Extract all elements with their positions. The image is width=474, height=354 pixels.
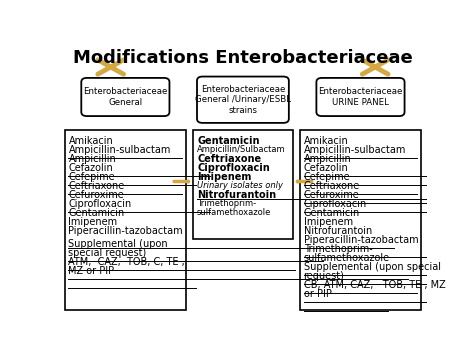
Text: Modifications Enterobacteriaceae: Modifications Enterobacteriaceae — [73, 49, 413, 67]
Text: Urinary isolates only: Urinary isolates only — [197, 181, 283, 190]
Bar — [65, 130, 186, 310]
Text: Enterobacteriaceae
URINE PANEL: Enterobacteriaceae URINE PANEL — [318, 87, 403, 107]
Text: Supplemental (upon special: Supplemental (upon special — [303, 262, 440, 272]
Text: Cefazolin: Cefazolin — [68, 163, 113, 173]
Text: Imipenem: Imipenem — [68, 217, 118, 227]
Bar — [193, 130, 292, 239]
Text: Amikacin: Amikacin — [303, 136, 348, 146]
Text: Nitrofurantoin: Nitrofurantoin — [303, 225, 372, 236]
Text: Trimethoprim-: Trimethoprim- — [303, 244, 372, 254]
Text: or PIP: or PIP — [303, 289, 331, 299]
Text: Trimethoprim-: Trimethoprim- — [197, 199, 256, 208]
FancyBboxPatch shape — [197, 76, 289, 123]
Text: Imipenem: Imipenem — [303, 217, 353, 227]
Text: Gentamicin: Gentamicin — [68, 208, 125, 218]
Text: request): request) — [303, 270, 345, 281]
Text: Ampicillin: Ampicillin — [303, 154, 351, 164]
Text: Cefazolin: Cefazolin — [303, 163, 348, 173]
Text: sulfamethoxazole: sulfamethoxazole — [197, 208, 272, 217]
Text: Ceftriaxone: Ceftriaxone — [68, 181, 125, 191]
Text: Ciprofloxacin: Ciprofloxacin — [303, 199, 367, 209]
Text: Enterobacteriaceae
General: Enterobacteriaceae General — [83, 87, 168, 107]
Text: MZ or PIP: MZ or PIP — [68, 266, 115, 276]
Text: Ampicillin-sulbactam: Ampicillin-sulbactam — [68, 145, 171, 155]
Text: Piperacillin-tazobactam: Piperacillin-tazobactam — [68, 225, 183, 236]
Text: special request): special request) — [68, 248, 146, 258]
Text: Ampicillin/Sulbactam: Ampicillin/Sulbactam — [197, 145, 286, 154]
Text: Cefuroxime: Cefuroxime — [303, 190, 359, 200]
Text: Piperacillin-tazobactam: Piperacillin-tazobactam — [303, 235, 418, 245]
Text: sulfamethoxazole: sulfamethoxazole — [303, 253, 390, 263]
Text: Nitrofurantoin: Nitrofurantoin — [197, 190, 276, 200]
Text: CB, ATM, CAZ,   TOB, TE , MZ: CB, ATM, CAZ, TOB, TE , MZ — [303, 280, 445, 290]
FancyBboxPatch shape — [316, 78, 405, 116]
Text: Gentamicin: Gentamicin — [303, 208, 360, 218]
Text: ATM,  CAZ,  TOB, C, TE ,: ATM, CAZ, TOB, C, TE , — [68, 257, 185, 267]
Text: Cefepime: Cefepime — [303, 172, 350, 182]
Text: Enterobacteriaceae
General /Urinary/ESBL
strains: Enterobacteriaceae General /Urinary/ESBL… — [195, 85, 291, 115]
Text: Gentamicin: Gentamicin — [197, 136, 259, 146]
Text: Ampicillin: Ampicillin — [68, 154, 116, 164]
Text: Imipenem: Imipenem — [197, 172, 251, 182]
Text: Cefepime: Cefepime — [68, 172, 115, 182]
Text: Ampicillin-sulbactam: Ampicillin-sulbactam — [303, 145, 406, 155]
Text: Ciprofloxacin: Ciprofloxacin — [68, 199, 132, 209]
Text: Ceftriaxone: Ceftriaxone — [197, 154, 261, 164]
Text: Cefuroxime: Cefuroxime — [68, 190, 124, 200]
Text: Amikacin: Amikacin — [68, 136, 113, 146]
Bar — [300, 130, 421, 310]
FancyBboxPatch shape — [82, 78, 169, 116]
Text: Supplemental (upon: Supplemental (upon — [68, 239, 168, 249]
Text: Ceftriaxone: Ceftriaxone — [303, 181, 360, 191]
Text: Ciprofloxacin: Ciprofloxacin — [197, 163, 270, 173]
